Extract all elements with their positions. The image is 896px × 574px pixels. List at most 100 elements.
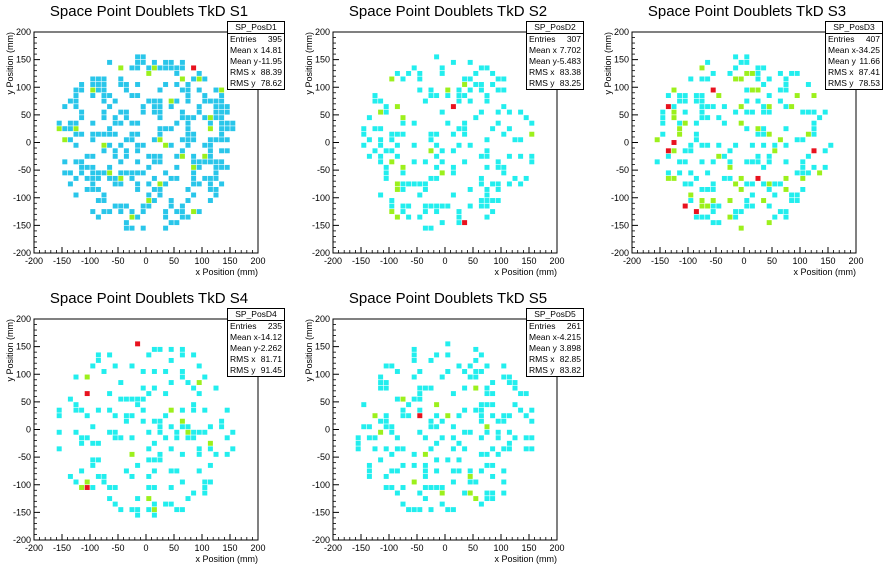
stats-row-value: 307 — [566, 34, 581, 44]
heatmap-cell — [406, 413, 412, 419]
heatmap-cell — [185, 93, 191, 98]
heatmap-cell — [207, 175, 213, 181]
heatmap-cell — [168, 357, 174, 363]
heatmap-cell — [761, 198, 767, 203]
heatmap-cell — [73, 142, 79, 148]
heatmap-cell — [107, 352, 113, 358]
heatmap-cell — [699, 159, 705, 165]
heatmap-cell — [157, 153, 163, 159]
heatmap-cell — [95, 87, 101, 93]
heatmap-cell — [123, 82, 129, 87]
heatmap-cell — [107, 485, 113, 490]
heatmap-cell — [693, 209, 699, 215]
heatmap-cell — [191, 115, 197, 121]
x-tick-label: -100 — [380, 256, 398, 266]
heatmap-cell — [101, 192, 107, 198]
stats-row-label: Mean y — [529, 56, 557, 66]
heatmap-cell — [151, 104, 157, 110]
heatmap-cell — [484, 164, 490, 170]
heatmap-cell — [112, 363, 118, 369]
heatmap-cell — [146, 391, 152, 397]
heatmap-cell — [56, 126, 62, 132]
heatmap-cell — [202, 175, 208, 181]
heatmap-cell — [772, 148, 778, 154]
heatmap-cell — [62, 170, 68, 176]
heatmap-cell — [512, 385, 518, 391]
heatmap-cell — [146, 203, 152, 209]
stats-row-label: Mean y — [230, 343, 258, 353]
heatmap-cell — [389, 424, 395, 430]
heatmap-cell — [783, 87, 789, 93]
heatmap-cell — [123, 109, 129, 115]
heatmap-cell — [62, 137, 68, 143]
heatmap-cell — [682, 159, 688, 165]
heatmap-cell — [95, 474, 101, 479]
heatmap-cell — [705, 104, 711, 110]
heatmap-cell — [434, 402, 440, 408]
heatmap-cell — [699, 198, 705, 203]
x-tick-label: 150 — [222, 256, 237, 266]
heatmap-cell — [90, 93, 96, 98]
heatmap-cell — [202, 153, 208, 159]
heatmap-cell — [394, 490, 400, 496]
heatmap-cell — [501, 418, 507, 424]
heatmap-cell — [191, 164, 197, 170]
stats-row: Mean x -14.12 — [228, 332, 284, 343]
heatmap-cell — [196, 451, 202, 457]
stats-row-value: 87.41 — [858, 67, 880, 77]
heatmap-cell — [682, 120, 688, 126]
heatmap-cell — [107, 93, 113, 98]
heatmap-cell — [168, 142, 174, 148]
heatmap-cell — [62, 159, 68, 165]
heatmap-cell — [434, 468, 440, 474]
heatmap-cell — [191, 137, 197, 143]
heatmap-cell — [417, 181, 423, 187]
heatmap-cell — [439, 418, 445, 424]
heatmap-cell — [163, 391, 169, 397]
heatmap-cell — [411, 181, 417, 187]
heatmap-cell — [411, 507, 417, 513]
heatmap-cell — [462, 490, 468, 496]
heatmap-cell — [95, 457, 101, 463]
heatmap-cell — [512, 435, 518, 441]
heatmap-cell — [761, 181, 767, 187]
stats-row-label: Entries — [230, 321, 257, 331]
y-tick-label: 200 — [16, 314, 31, 324]
x-tick-label: 150 — [521, 543, 536, 553]
heatmap-cell — [179, 451, 185, 457]
heatmap-cell — [699, 98, 705, 104]
heatmap-cell — [688, 192, 694, 198]
heatmap-cell — [766, 93, 772, 98]
x-tick-label: -150 — [352, 256, 370, 266]
heatmap-cell — [783, 104, 789, 110]
heatmap-cell — [434, 175, 440, 181]
heatmap-cell — [699, 115, 705, 121]
heatmap-cell — [140, 59, 146, 65]
heatmap-cell — [467, 468, 473, 474]
heatmap-cell — [766, 76, 772, 82]
heatmap-cell — [174, 70, 180, 76]
heatmap-cell — [213, 98, 219, 104]
x-tick-label: -200 — [324, 256, 342, 266]
x-tick-label: 50 — [169, 256, 179, 266]
stats-box-name: SP_PosD2 — [527, 22, 583, 34]
heatmap-cell — [129, 175, 135, 181]
heatmap-cell — [213, 137, 219, 143]
heatmap-cell — [462, 446, 468, 452]
heatmap-cell — [151, 385, 157, 391]
y-tick-label: -100 — [611, 193, 629, 203]
heatmap-cell — [495, 109, 501, 115]
heatmap-cell — [135, 214, 141, 220]
heatmap-cell — [727, 214, 733, 220]
heatmap-cell — [213, 87, 219, 93]
heatmap-cell — [202, 490, 208, 496]
heatmap-cell — [112, 203, 118, 209]
heatmap-cell — [191, 429, 197, 435]
heatmap-cell — [219, 109, 225, 115]
heatmap-cell — [422, 181, 428, 187]
heatmap-cell — [501, 468, 507, 474]
heatmap-cell — [805, 109, 811, 115]
heatmap-cell — [749, 192, 755, 198]
heatmap-cell — [185, 131, 191, 137]
heatmap-cell — [411, 374, 417, 380]
